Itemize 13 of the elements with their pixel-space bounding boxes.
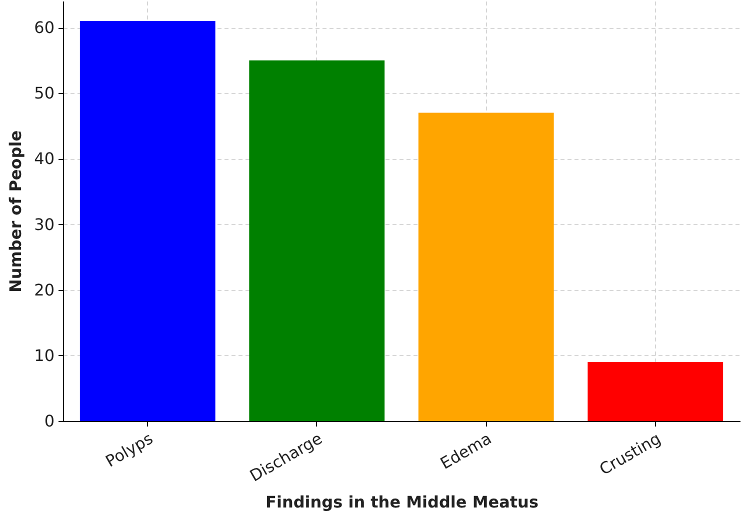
y-tick-label: 60 — [34, 18, 54, 38]
y-axis-title: Number of People — [6, 130, 26, 293]
bar — [80, 21, 216, 421]
y-tick-label: 10 — [34, 346, 54, 365]
bar — [249, 60, 385, 421]
y-tick-label: 40 — [34, 149, 54, 168]
y-tick-label: 20 — [34, 280, 54, 300]
x-axis-title: Findings in the Middle Meatus — [266, 492, 538, 512]
y-tick-label: 50 — [34, 84, 54, 103]
bar — [588, 362, 724, 421]
y-tick-label: 30 — [34, 214, 54, 234]
y-tick-label: 0 — [44, 412, 54, 430]
bar — [418, 112, 554, 421]
